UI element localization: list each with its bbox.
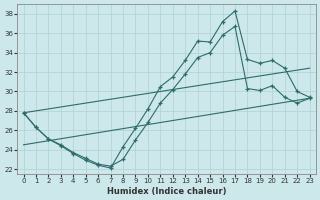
X-axis label: Humidex (Indice chaleur): Humidex (Indice chaleur) — [107, 187, 226, 196]
